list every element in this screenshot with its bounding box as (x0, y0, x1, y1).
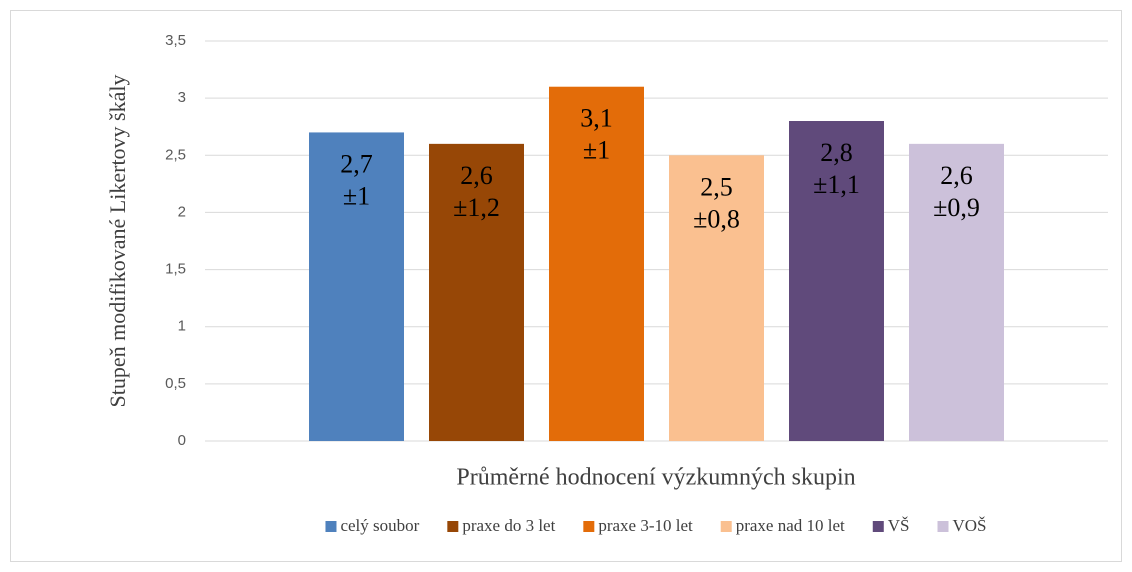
bar (909, 143, 1004, 441)
legend-swatch (937, 521, 949, 532)
error-label: ±1 (583, 136, 610, 165)
data-label: 3,1 (580, 104, 613, 133)
error-label: ±0,9 (933, 193, 980, 222)
error-label: ±1,1 (813, 170, 860, 199)
legend-swatch (447, 521, 459, 532)
y-axis-title: Stupeň modifikované Likertovy škály (105, 75, 130, 408)
y-tick-label: 1 (178, 318, 186, 335)
y-tick-label: 3,5 (165, 32, 186, 49)
error-label: ±1 (343, 181, 370, 210)
error-label: ±1,2 (453, 193, 500, 222)
legend-swatch (872, 521, 884, 532)
bar (669, 155, 764, 442)
y-tick-label: 2 (178, 203, 186, 220)
y-tick-label: 3 (178, 89, 186, 106)
bar (789, 121, 884, 441)
legend-swatch (325, 521, 337, 532)
data-label: 2,8 (820, 138, 853, 167)
legend-label: VŠ (888, 516, 910, 535)
data-label: 2,6 (940, 161, 973, 190)
y-tick-label: 1,5 (165, 261, 186, 278)
data-label: 2,7 (340, 149, 373, 178)
y-tick-label: 2,5 (165, 146, 186, 163)
y-tick-label: 0 (178, 432, 186, 449)
legend-swatch (583, 521, 595, 532)
bar (429, 143, 524, 441)
y-tick-label: 0,5 (165, 375, 186, 392)
legend-label: VOŠ (953, 516, 987, 535)
legend-label: praxe 3-10 let (598, 516, 693, 535)
legend-label: praxe do 3 let (462, 516, 555, 535)
bar (309, 132, 404, 441)
legend-label: celý soubor (340, 516, 419, 535)
bar (549, 86, 644, 441)
legend-label: praxe nad 10 let (736, 516, 845, 535)
error-label: ±0,8 (693, 204, 740, 233)
data-label: 2,6 (460, 161, 493, 190)
x-axis-title: Průměrné hodnocení výzkumných skupin (456, 465, 855, 491)
data-label: 2,5 (700, 172, 733, 201)
legend-swatch (720, 521, 732, 532)
